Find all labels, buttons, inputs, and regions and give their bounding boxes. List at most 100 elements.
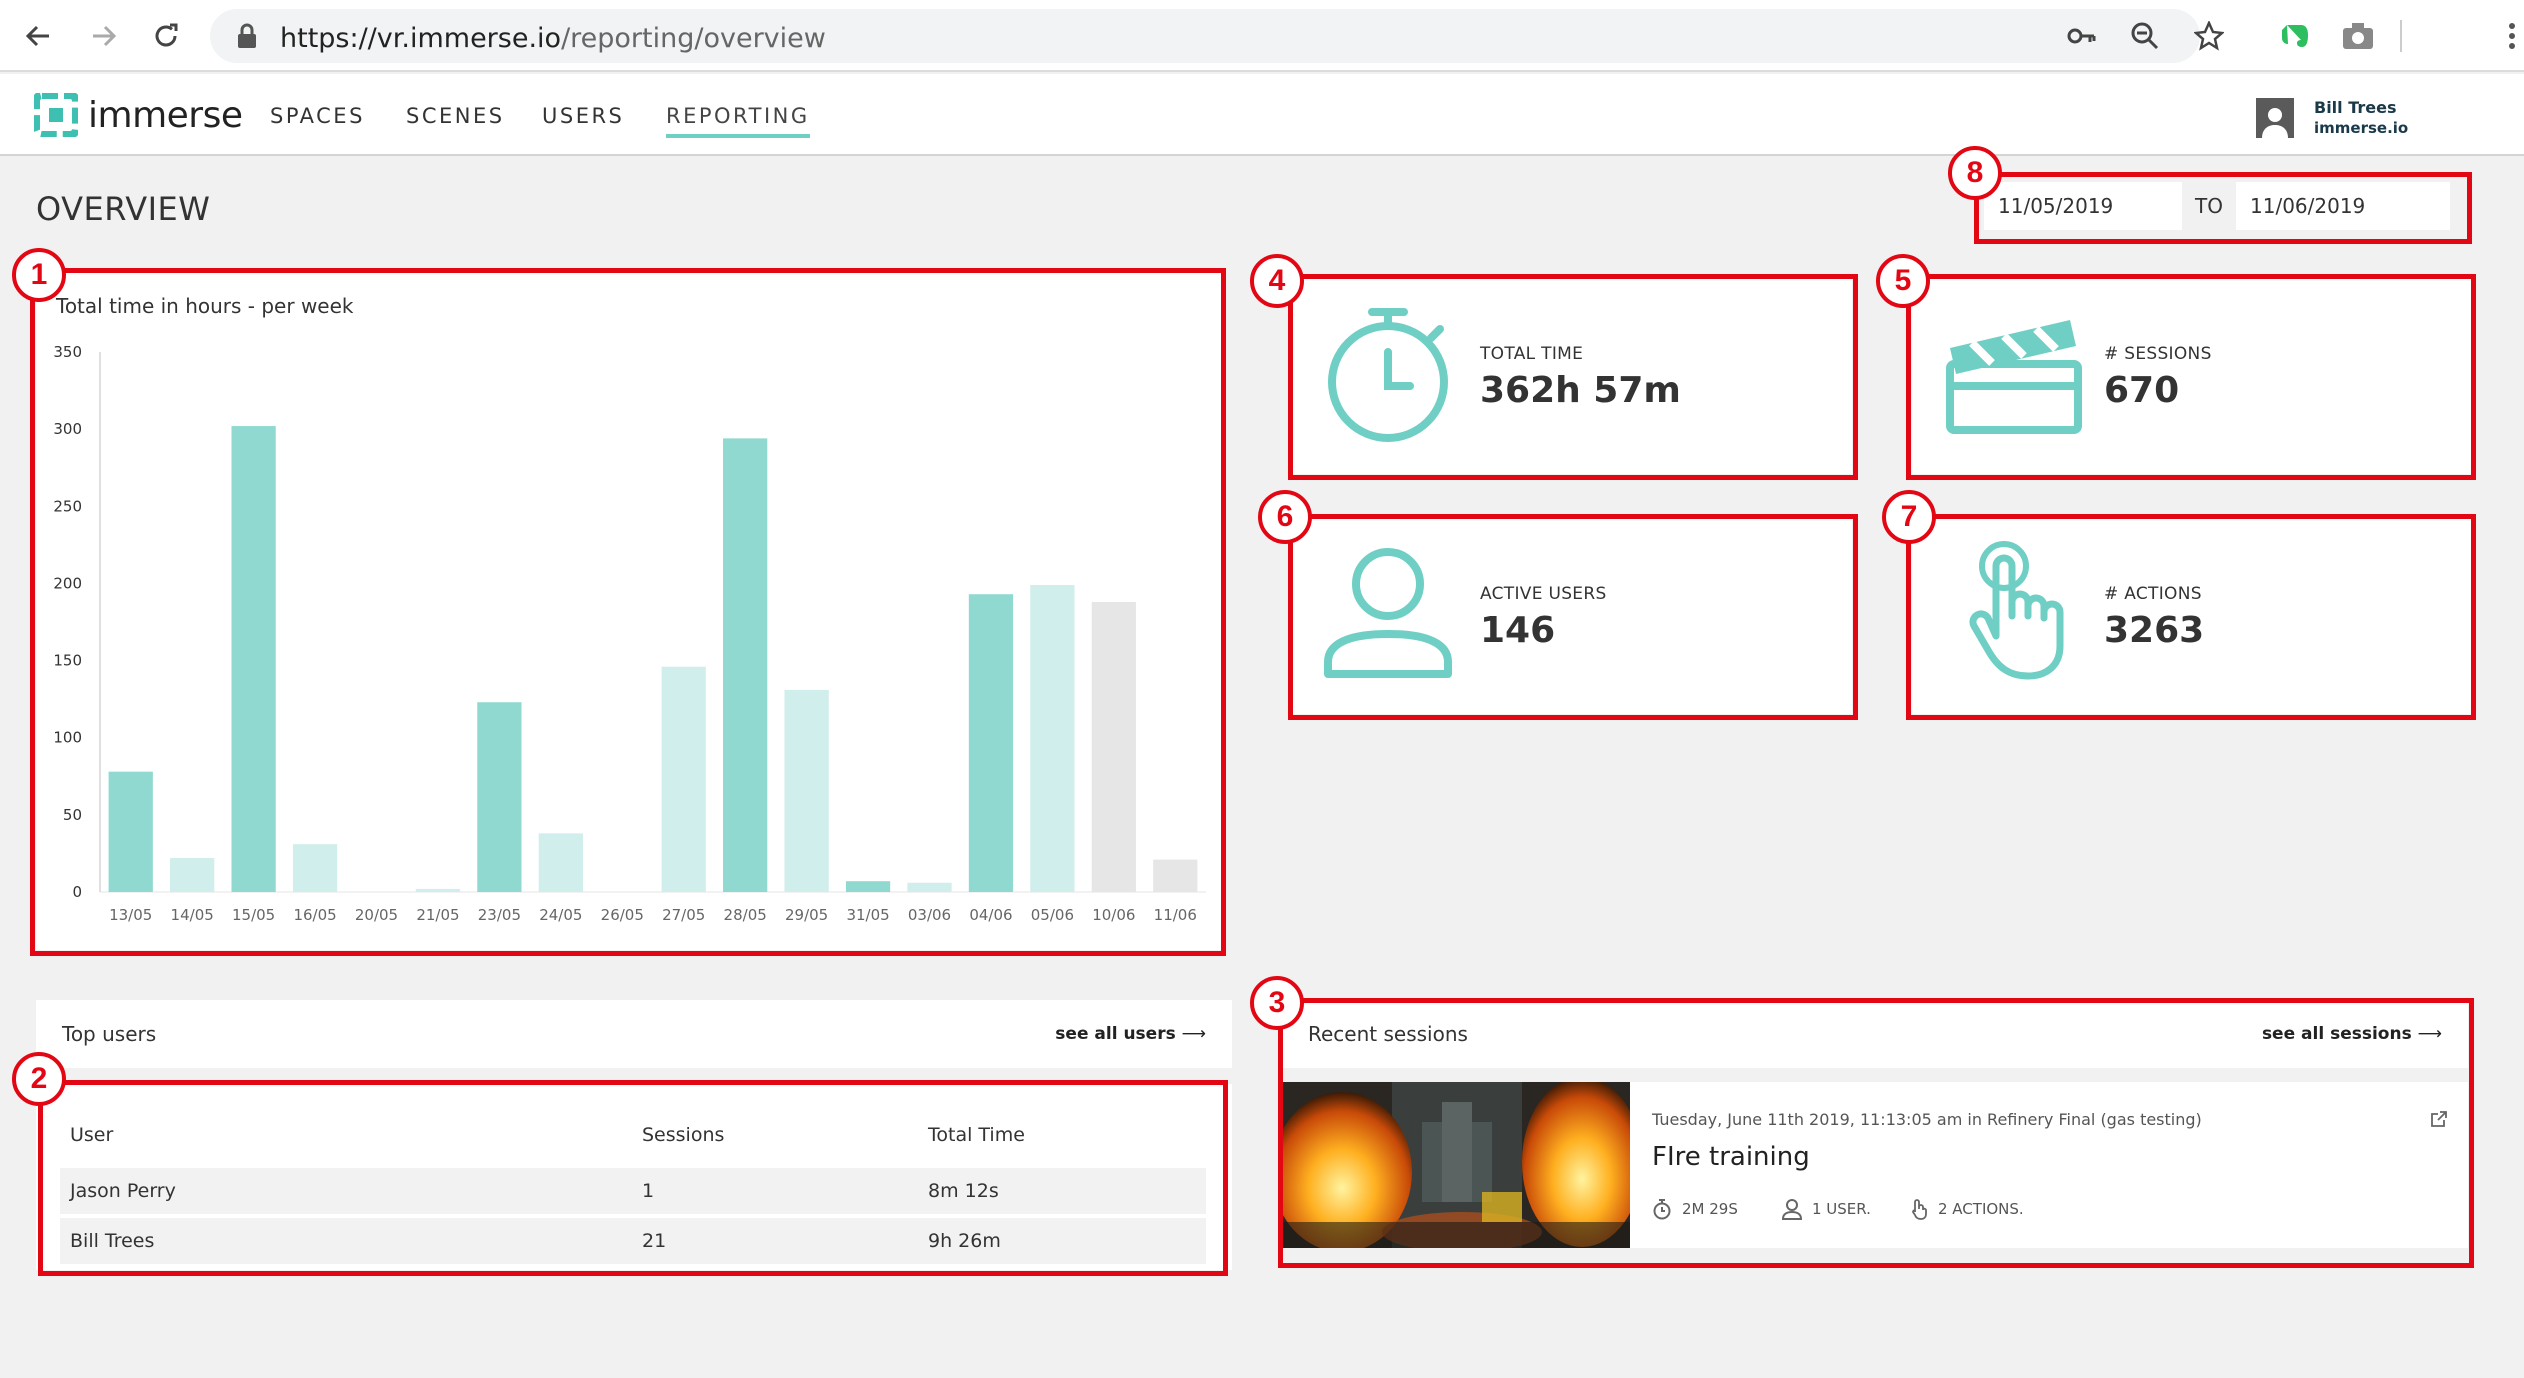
x-tick-label: 04/06	[969, 906, 1012, 924]
date-from-input[interactable]	[1984, 182, 2182, 230]
session-duration: 2M 29S	[1652, 1198, 1738, 1220]
chart-bar[interactable]	[108, 771, 153, 892]
url-text: https://vr.immerse.io/reporting/overview	[280, 23, 826, 54]
top-users-table: User Sessions Total Time Jason Perry 1 8…	[36, 1084, 1232, 1270]
recent-sessions-header: Recent sessions see all sessions ⟶	[1282, 1000, 2468, 1068]
annotation-badge-8: 8	[1948, 146, 2002, 200]
stat-value: 3263	[2104, 610, 2205, 651]
forward-icon[interactable]	[86, 18, 122, 54]
annotation-badge-1: 1	[12, 248, 66, 302]
address-bar[interactable]: https://vr.immerse.io/reporting/overview	[210, 9, 2224, 63]
menu-icon[interactable]	[2492, 16, 2524, 56]
chart-bar[interactable]	[661, 666, 706, 892]
see-all-users-link[interactable]: see all users ⟶	[1055, 1024, 1206, 1044]
annotation-badge-5: 5	[1876, 254, 1930, 308]
x-tick-label: 14/05	[171, 906, 214, 924]
see-all-sessions-link[interactable]: see all sessions ⟶	[2261, 1024, 2442, 1044]
reload-icon[interactable]	[148, 18, 184, 54]
zoom-out-icon[interactable]	[2130, 21, 2160, 51]
app-header: immerse SPACES SCENES USERS REPORTING Bi…	[0, 74, 2524, 156]
user-icon	[1782, 1199, 1802, 1220]
key-icon[interactable]	[2066, 21, 2096, 51]
evernote-icon[interactable]	[2276, 16, 2316, 56]
chart-bar[interactable]	[784, 689, 829, 892]
annotation-badge-2: 2	[12, 1052, 66, 1106]
table-row[interactable]: Jason Perry 1 8m 12s	[60, 1168, 1206, 1214]
chart-bar[interactable]	[1091, 601, 1136, 892]
stat-value: 362h 57m	[1480, 370, 1681, 411]
x-tick-label: 05/06	[1031, 906, 1074, 924]
x-tick-label: 21/05	[416, 906, 459, 924]
y-tick-label: 0	[72, 883, 82, 901]
x-tick-label: 11/06	[1154, 906, 1197, 924]
chart-bar[interactable]	[1030, 584, 1075, 892]
chart-bar[interactable]	[292, 844, 338, 892]
time-cell: 8m 12s	[928, 1180, 999, 1202]
chart-bar[interactable]	[968, 594, 1014, 892]
star-icon[interactable]	[2194, 21, 2224, 51]
chart-bar[interactable]	[538, 833, 583, 892]
nav-scenes[interactable]: SCENES	[406, 104, 505, 128]
session-users: 1 USER.	[1782, 1198, 1871, 1220]
user-cell: Jason Perry	[70, 1180, 176, 1202]
stat-actions: # ACTIONS 3263	[1912, 514, 2476, 714]
annotation-badge-3: 3	[1250, 976, 1304, 1030]
column-header-sessions: Sessions	[642, 1124, 725, 1146]
sessions-cell: 21	[642, 1230, 667, 1252]
y-tick-label: 250	[53, 497, 82, 515]
chart-bar[interactable]	[477, 702, 522, 892]
nav-users[interactable]: USERS	[542, 104, 625, 128]
x-tick-label: 20/05	[355, 906, 398, 924]
external-link-icon[interactable]	[2430, 1110, 2448, 1132]
x-tick-label: 29/05	[785, 906, 828, 924]
logo[interactable]: immerse	[34, 92, 243, 138]
tap-hand-icon	[1912, 1199, 1927, 1220]
stopwatch-icon	[1328, 308, 1448, 442]
back-icon[interactable]	[20, 18, 56, 54]
date-to-label: TO	[2195, 194, 2223, 218]
y-tick-label: 200	[53, 574, 82, 592]
y-tick-label: 350	[53, 343, 82, 361]
session-name[interactable]: FIre training	[1652, 1142, 1810, 1172]
user-org: immerse.io	[2314, 119, 2409, 137]
column-header-total-time: Total Time	[928, 1124, 1025, 1146]
session-thumbnail	[1282, 1082, 1630, 1248]
avatar	[2256, 98, 2294, 138]
chart-title: Total time in hours - per week	[56, 294, 354, 318]
browser-toolbar: https://vr.immerse.io/reporting/overview	[0, 0, 2524, 72]
x-tick-label: 28/05	[724, 906, 767, 924]
camera-icon[interactable]	[2338, 16, 2378, 56]
x-tick-label: 03/06	[908, 906, 951, 924]
y-tick-label: 50	[63, 806, 82, 824]
date-range: TO	[1984, 182, 2468, 230]
chart-bar[interactable]	[907, 882, 952, 892]
x-tick-label: 15/05	[232, 906, 275, 924]
time-cell: 9h 26m	[928, 1230, 1001, 1252]
lock-icon	[232, 21, 262, 51]
session-item[interactable]: Tuesday, June 11th 2019, 11:13:05 am in …	[1282, 1082, 2468, 1248]
chart-bar[interactable]	[170, 858, 215, 892]
chart-bar[interactable]	[1153, 859, 1198, 892]
top-users-title: Top users	[62, 1022, 157, 1046]
x-tick-label: 26/05	[601, 906, 644, 924]
x-tick-label: 13/05	[109, 906, 152, 924]
x-tick-label: 23/05	[478, 906, 521, 924]
chart-bar[interactable]	[231, 426, 276, 892]
x-tick-label: 27/05	[662, 906, 705, 924]
nav-reporting[interactable]: REPORTING	[666, 104, 810, 138]
user-menu[interactable]: Bill Trees immerse.io	[2256, 96, 2408, 140]
user-name: Bill Trees	[2314, 98, 2397, 117]
table-row[interactable]: Bill Trees 21 9h 26m	[60, 1218, 1206, 1264]
date-to-input[interactable]	[2236, 182, 2450, 230]
sessions-cell: 1	[642, 1180, 655, 1202]
chart-bar[interactable]	[723, 438, 768, 892]
top-users-header: Top users see all users ⟶	[36, 1000, 1232, 1068]
stat-value: 670	[2104, 370, 2180, 411]
stat-label: # SESSIONS	[2104, 344, 2212, 364]
nav-spaces[interactable]: SPACES	[270, 104, 365, 128]
y-tick-label: 300	[53, 420, 82, 438]
chart-bar[interactable]	[845, 881, 891, 892]
stat-label: ACTIVE USERS	[1480, 584, 1607, 604]
y-tick-label: 150	[53, 652, 82, 670]
chart-bar[interactable]	[415, 888, 461, 892]
